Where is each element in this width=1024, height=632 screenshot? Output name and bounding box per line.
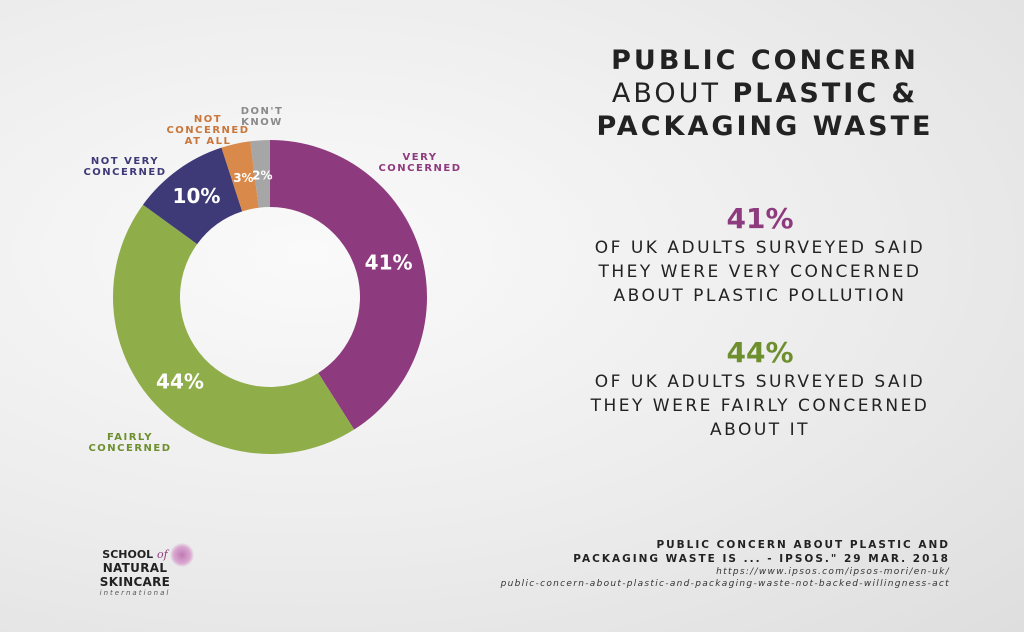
logo-line-3: international [99, 589, 171, 597]
logo: SCHOOL of NATURAL SKINCARE international [75, 548, 195, 597]
donut-category-label: DON'T KNOW [241, 106, 284, 128]
donut-value-label: 2% [252, 169, 272, 183]
donut-value-label: 10% [173, 184, 221, 208]
donut-category-label: NOT CONCERNED AT ALL [166, 114, 249, 147]
source-url-2: public-concern-about-plastic-and-packagi… [500, 579, 950, 589]
source-url-1: https://www.ipsos.com/ipsos-mori/en-uk/ [716, 567, 950, 577]
title-line-1: PUBLIC CONCERN [611, 45, 919, 76]
stat-very-concerned: 41% OF UK ADULTS SURVEYED SAID THEY WERE… [540, 202, 980, 308]
stat-text: OF UK ADULTS SURVEYED SAID THEY WERE VER… [594, 238, 926, 306]
donut-value-label: 44% [156, 370, 204, 394]
source-line-1: PUBLIC CONCERN ABOUT PLASTIC AND [656, 539, 950, 551]
donut-category-label: VERY CONCERNED [378, 152, 461, 174]
donut-value-label: 3% [233, 171, 253, 185]
donut-chart: 41% VERY CONCERNED 44% FAIRLY CONCERNED 10% NOT… [83, 106, 461, 455]
title-line-2-light: ABOUT [611, 78, 733, 109]
flower-icon [170, 543, 194, 567]
logo-line-1: SCHOOL [102, 548, 154, 561]
title-line-3: PACKAGING WASTE [596, 111, 934, 142]
donut-slice-not-very-concerned [142, 147, 243, 245]
donut-category-label: NOT VERY CONCERNED [83, 156, 166, 178]
donut-value-label: 41% [365, 251, 413, 275]
stat-fairly-concerned: 44% OF UK ADULTS SURVEYED SAID THEY WERE… [540, 336, 980, 442]
source-line-2: PACKAGING WASTE IS ... - IPSOS." 29 MAR.… [573, 553, 950, 565]
source-citation: PUBLIC CONCERN ABOUT PLASTIC AND PACKAGI… [501, 538, 950, 590]
stat-text: OF UK ADULTS SURVEYED SAID THEY WERE FAI… [590, 372, 930, 440]
page-title: PUBLIC CONCERN ABOUT PLASTIC & PACKAGING… [560, 44, 970, 143]
donut-slice-fairly-concerned [112, 204, 355, 455]
donut-slice-not-concerned-at-all [221, 141, 259, 212]
donut-category-label: FAIRLY CONCERNED [88, 432, 171, 454]
logo-script: of [157, 548, 168, 561]
title-line-2-bold: PLASTIC & [732, 78, 919, 109]
stat-percent: 44% [726, 336, 794, 369]
donut-slice-very-concerned [270, 140, 428, 430]
donut-slice-don-t-know [250, 140, 270, 208]
stat-percent: 41% [726, 202, 794, 235]
logo-line-2: NATURAL SKINCARE [99, 561, 171, 589]
